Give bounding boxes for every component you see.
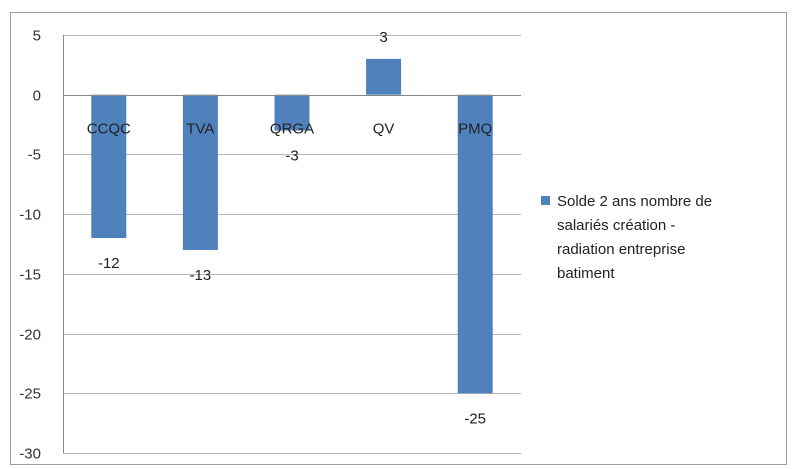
- legend-label-line: batiment: [557, 265, 615, 282]
- y-tick-label: -20: [19, 327, 41, 344]
- data-label: 3: [379, 29, 387, 46]
- bar-qv: [366, 58, 402, 95]
- legend-label-line: radiation entreprise: [557, 241, 685, 258]
- category-labels: CCQC TVA QRGA QV PMQ: [63, 95, 521, 138]
- legend-swatch: [541, 196, 550, 205]
- data-label: -3: [285, 148, 298, 165]
- category-label: QV: [373, 121, 395, 138]
- data-label: -12: [98, 255, 120, 272]
- data-label: -25: [464, 410, 486, 427]
- category-label: TVA: [186, 121, 214, 138]
- y-tick-label: -25: [19, 386, 41, 403]
- legend: Solde 2 ans nombre de salariés création -…: [541, 193, 712, 282]
- y-tick-label: 0: [33, 88, 41, 105]
- bars: [91, 58, 493, 394]
- bar-pmq: [457, 94, 493, 394]
- y-tick-label: -15: [19, 267, 41, 284]
- y-axis-ticks: 5 0 -5 -10 -15 -20 -25 -30: [19, 28, 64, 463]
- category-label: PMQ: [458, 121, 492, 138]
- legend-label-line: Solde 2 ans nombre de: [557, 193, 712, 210]
- bar-ccqc: [91, 94, 127, 239]
- y-tick-label: -5: [28, 147, 41, 164]
- data-label: -13: [190, 267, 212, 284]
- y-tick-label: -10: [19, 207, 41, 224]
- bar-qrga: [274, 94, 310, 131]
- y-tick-label: -30: [19, 446, 41, 463]
- bar-tva: [182, 94, 218, 250]
- category-label: CCQC: [87, 121, 131, 138]
- category-label: QRGA: [270, 121, 314, 138]
- data-labels: -12 -13 -3 3 -25: [98, 29, 486, 427]
- legend-label-line: salariés création -: [557, 217, 675, 234]
- y-tick-label: 5: [33, 28, 41, 45]
